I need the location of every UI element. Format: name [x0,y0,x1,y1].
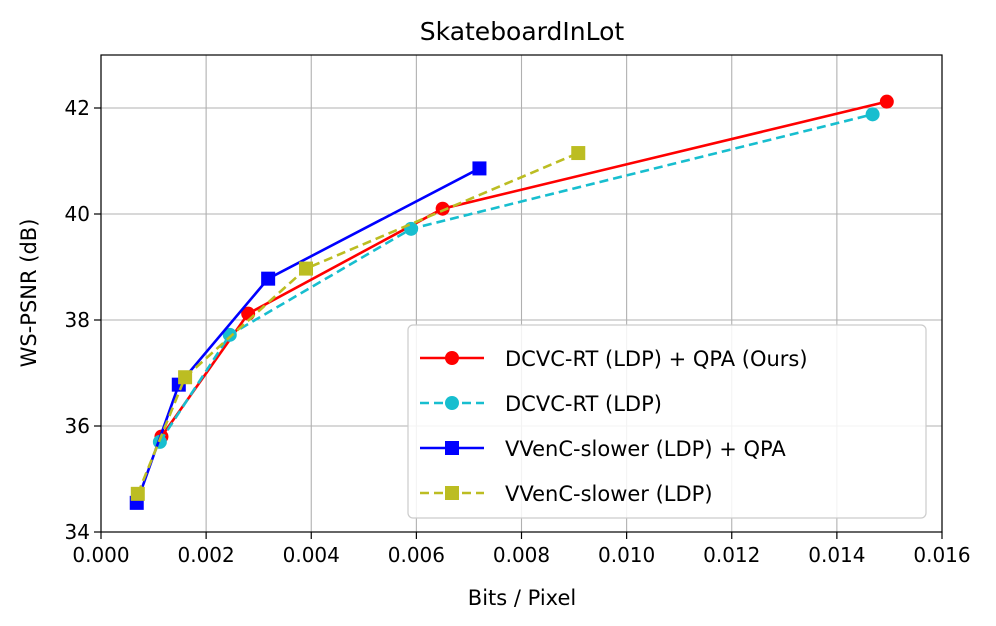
chart-title: SkateboardInLot [420,17,625,46]
series-line [135,167,481,504]
x-tick-label: 0.002 [177,543,234,567]
legend-box [407,324,927,519]
legend-label: VVenC-slower (LDP) + QPA [505,437,786,461]
legend-label: DCVC-RT (LDP) + QPA (Ours) [505,347,808,371]
series-line [136,151,579,495]
legend: DCVC-RT (LDP) + QPA (Ours) DCVC-RT (LDP) V… [407,324,927,519]
series-vvenc-slower-ldp-qpa [129,161,487,510]
data-point [865,107,880,122]
y-tick-label: 40 [65,202,90,226]
x-tick-label: 0.014 [808,543,865,567]
data-point [298,261,313,276]
data-point [435,201,450,216]
series-vvenc-slower-ldp [130,146,586,501]
legend-label: DCVC-RT (LDP) [505,392,662,416]
legend-marker [445,441,459,455]
data-point [178,370,193,385]
x-tick-label: 0.006 [388,543,445,567]
series-line [160,100,888,438]
x-tick-label: 0.010 [598,543,655,567]
x-tick-label: 0.012 [703,543,760,567]
legend-item-dcvc-rt-ldp-qpa-ours: DCVC-RT (LDP) + QPA (Ours) [420,347,808,371]
y-tick-label: 42 [65,96,90,120]
legend-label: VVenC-slower (LDP) [505,482,713,506]
x-tick-label: 0.000 [72,543,129,567]
legend-item-vvenc-slower-ldp: VVenC-slower (LDP) [420,482,713,506]
data-point [130,486,145,501]
y-tick-label: 38 [65,308,90,332]
data-point [472,161,487,176]
data-point [261,271,276,286]
data-point [404,221,419,236]
legend-marker [445,351,459,365]
x-axis-label: Bits / Pixel [468,586,576,610]
y-tick-label: 36 [65,414,90,438]
legend-item-vvenc-slower-ldp-qpa: VVenC-slower (LDP) + QPA [420,437,786,461]
series-line [158,113,873,443]
y-tick-label: 34 [65,520,90,544]
axis-ticks: 0.000 0.002 0.004 0.006 0.008 0.010 0.012 0.014… [65,96,971,567]
x-tick-label: 0.016 [913,543,970,567]
data-point [571,146,586,161]
x-tick-label: 0.004 [283,543,340,567]
legend-item-dcvc-rt-ldp: DCVC-RT (LDP) [420,392,662,416]
y-axis-label: WS-PSNR (dB) [17,219,41,368]
series-layer [129,94,894,510]
x-tick-label: 0.008 [493,543,550,567]
data-point [222,327,237,342]
data-point [879,94,894,109]
legend-marker [445,486,459,500]
legend-marker [445,396,459,410]
